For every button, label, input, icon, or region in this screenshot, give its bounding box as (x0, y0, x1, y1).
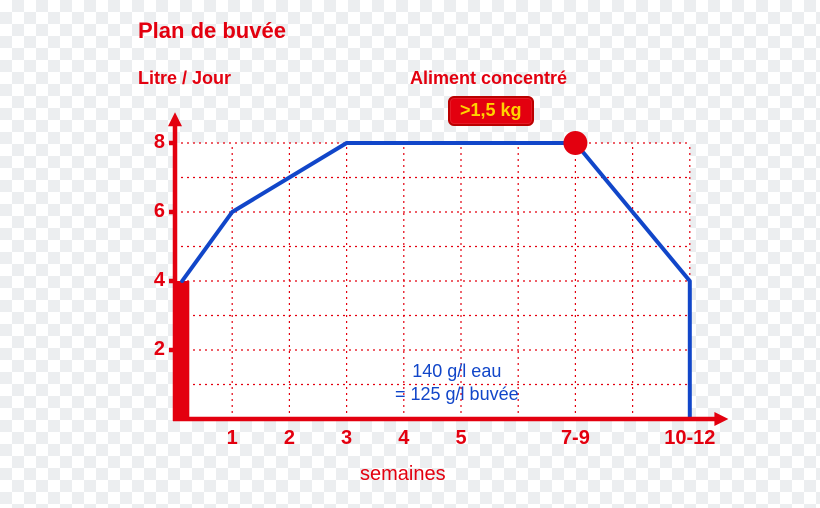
x-tick-label: 1 (227, 427, 238, 450)
x-tick-label: 3 (341, 427, 352, 450)
y-tick-label: 6 (141, 200, 165, 223)
x-tick-label: 2 (284, 427, 295, 450)
concentration-annotation: 140 g/l eau = 125 g/l buvée (395, 360, 519, 405)
x-tick-label: 10-12 (664, 427, 715, 450)
annotation-line-1: 140 g/l eau (412, 361, 501, 381)
x-tick-label: 4 (398, 427, 409, 450)
x-tick-label: 7-9 (561, 427, 590, 450)
y-tick-label: 4 (141, 269, 165, 292)
annotation-line-2: = 125 g/l buvée (395, 384, 519, 404)
x-tick-label: 5 (455, 427, 466, 450)
x-axis-label: semaines (360, 463, 446, 486)
chart-container: Plan de buvée Litre / Jour Aliment conce… (0, 0, 820, 508)
y-tick-label: 2 (141, 338, 165, 361)
y-tick-label: 8 (141, 131, 165, 154)
